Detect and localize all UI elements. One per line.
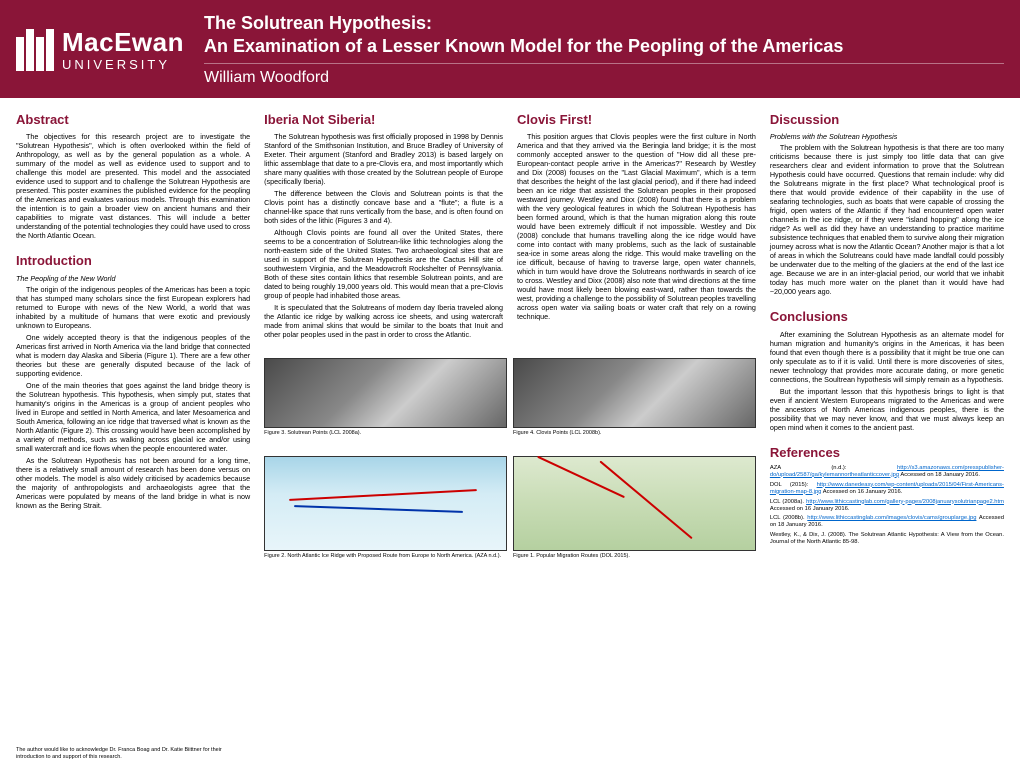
figure-1-image [513, 456, 756, 551]
intro-subtitle: The Peopling of the New World [16, 274, 250, 283]
heading-introduction: Introduction [16, 253, 250, 269]
section-conclusions: Conclusions After examining the Solutrea… [770, 309, 1004, 434]
section-references: References AZA (n.d.): http://s3.amazona… [770, 445, 1004, 550]
intro-p2: One widely accepted theory is that the i… [16, 333, 250, 378]
section-discussion: Discussion Problems with the Solutrean H… [770, 112, 1004, 299]
figure-2: Figure 2. North Atlantic Ice Ridge with … [264, 456, 507, 563]
heading-abstract: Abstract [16, 112, 250, 128]
reference-item: AZA (n.d.): http://s3.amazonaws.com/pres… [770, 465, 1004, 479]
column-middle: Iberia Not Siberia! The Solutrean hypoth… [264, 112, 756, 563]
heading-conclusions: Conclusions [770, 309, 1004, 325]
heading-clovis: Clovis First! [517, 112, 756, 128]
reference-link[interactable]: http://www.lithiccastinglab.com/gallery-… [806, 499, 1004, 505]
reference-item: LCL (2008b). http://www.lithiccastinglab… [770, 515, 1004, 529]
section-abstract: Abstract The objectives for this researc… [16, 112, 250, 243]
figure-3: Figure 3. Solutrean Points (LCL 2008a). [264, 358, 507, 440]
map-figures: Figure 2. North Atlantic Ice Ridge with … [264, 456, 756, 563]
reference-link[interactable]: http://www.danedeasy.com/wp-content/uplo… [770, 482, 1004, 495]
poster-body: Abstract The objectives for this researc… [0, 98, 1020, 569]
figure-2-caption: Figure 2. North Atlantic Ice Ridge with … [264, 553, 507, 560]
figure-1: Figure 1. Popular Migration Routes (DOL … [513, 456, 756, 563]
lithic-figures: Figure 3. Solutrean Points (LCL 2008a). … [264, 358, 756, 440]
acknowledgement: The author would like to acknowledge Dr.… [16, 747, 236, 761]
logo-subline: UNIVERSITY [62, 58, 184, 71]
reference-link[interactable]: http://www.lithiccastinglab.com/images/c… [807, 515, 976, 521]
iberia-p1: The Solutrean hypothesis was first offic… [264, 132, 503, 186]
reference-item: LCL (2008a). http://www.lithiccastinglab… [770, 499, 1004, 513]
author: William Woodford [204, 63, 1004, 88]
column-right: Discussion Problems with the Solutrean H… [770, 112, 1004, 563]
figure-3-image [264, 358, 507, 428]
conclusions-p1: After examining the Solutrean Hypothesis… [770, 330, 1004, 384]
intro-p1: The origin of the indigenous peoples of … [16, 285, 250, 330]
section-iberia: Iberia Not Siberia! The Solutrean hypoth… [264, 112, 503, 342]
heading-iberia: Iberia Not Siberia! [264, 112, 503, 128]
title-line-1: The Solutrean Hypothesis: [204, 12, 1004, 35]
figure-1-caption: Figure 1. Popular Migration Routes (DOL … [513, 553, 756, 560]
conclusions-p2: But the important lesson that this hypot… [770, 387, 1004, 432]
heading-discussion: Discussion [770, 112, 1004, 128]
figure-4-image [513, 358, 756, 428]
logo-mark [16, 29, 54, 71]
heading-references: References [770, 445, 1004, 461]
discussion-subtitle: Problems with the Solutrean Hypothesis [770, 132, 1004, 141]
discussion-p1: The problem with the Solutrean hypothesi… [770, 143, 1004, 296]
reference-link[interactable]: http://s3.amazonaws.com/presspublisher-d… [770, 465, 1004, 478]
logo-name: MacEwan [62, 29, 184, 55]
title-block: The Solutrean Hypothesis: An Examination… [204, 12, 1004, 88]
iberia-p4: It is speculated that the Solutreans of … [264, 303, 503, 339]
reference-item: DOL (2015): http://www.danedeasy.com/wp-… [770, 482, 1004, 496]
figure-2-image [264, 456, 507, 551]
section-clovis: Clovis First! This position argues that … [517, 112, 756, 342]
figure-3-caption: Figure 3. Solutrean Points (LCL 2008a). [264, 430, 507, 437]
clovis-p1: This position argues that Clovis peoples… [517, 132, 756, 321]
column-left: Abstract The objectives for this researc… [16, 112, 250, 563]
figure-4: Figure 4. Clovis Points (LCL 2008b). [513, 358, 756, 440]
university-logo: MacEwan UNIVERSITY [16, 29, 184, 71]
section-introduction: Introduction The Peopling of the New Wor… [16, 253, 250, 512]
title-line-2: An Examination of a Lesser Known Model f… [204, 35, 1004, 58]
intro-p4: As the Solutrean Hypothesis has not been… [16, 456, 250, 510]
intro-p3: One of the main theories that goes again… [16, 381, 250, 453]
iberia-p3: Although Clovis points are found all ove… [264, 228, 503, 300]
reference-item: Westley, K., & Dix, J. (2008). The Solut… [770, 532, 1004, 546]
abstract-body: The objectives for this research project… [16, 132, 250, 240]
iberia-p2: The difference between the Clovis and So… [264, 189, 503, 225]
figure-4-caption: Figure 4. Clovis Points (LCL 2008b). [513, 430, 756, 437]
poster-header: MacEwan UNIVERSITY The Solutrean Hypothe… [0, 0, 1020, 98]
